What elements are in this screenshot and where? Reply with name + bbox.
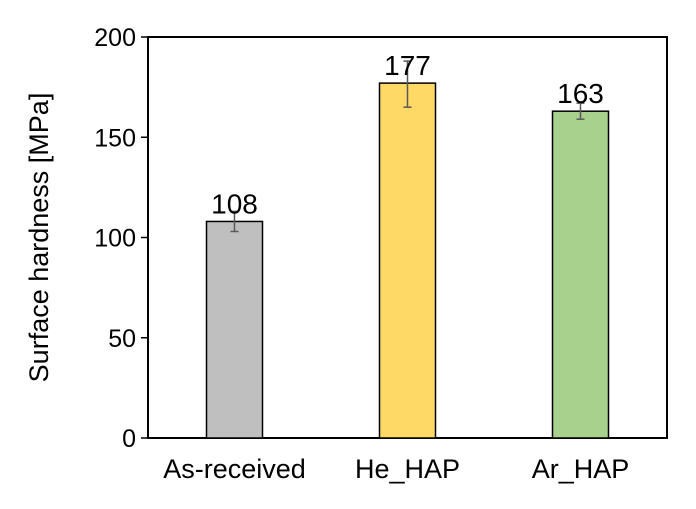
value-label: 163 (557, 78, 604, 109)
bar-series (205, 82, 610, 439)
x-tick-label: Ar_HAP (532, 454, 630, 484)
y-tick-label: 100 (94, 225, 136, 253)
bar-he-hap (378, 82, 437, 439)
value-label: 177 (384, 50, 431, 81)
y-tick-label: 150 (94, 124, 136, 152)
y-axis-title: Surface hardness [MPa] (24, 93, 54, 383)
y-tick-label: 0 (122, 425, 136, 453)
x-tick-label: He_HAP (355, 454, 460, 484)
x-tick-label: As-received (163, 454, 306, 484)
y-tick-label: 50 (108, 325, 136, 353)
x-axis: As-received He_HAP Ar_HAP (163, 454, 629, 484)
bar-as-received (205, 220, 264, 439)
bar-ar-hap (551, 110, 610, 439)
value-labels: 108 177 163 (211, 50, 604, 219)
error-bars (230, 60, 585, 233)
y-axis: 0 50 100 150 200 (94, 24, 148, 453)
value-label: 108 (211, 188, 258, 219)
y-tick-label: 200 (94, 24, 136, 52)
